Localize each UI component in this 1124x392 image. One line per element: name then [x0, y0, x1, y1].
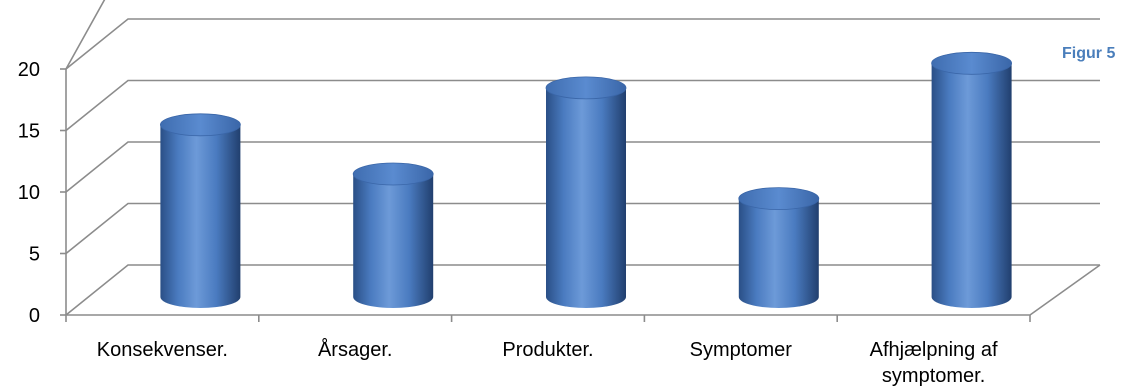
bars: [159, 51, 1012, 309]
gridline: [65, 18, 1100, 70]
bar-body: [931, 63, 1012, 308]
gridline-top: [65, 0, 106, 70]
bar-body: [738, 198, 819, 308]
axes: [60, 68, 1101, 322]
bar: [545, 76, 627, 309]
bar-top: [352, 162, 434, 186]
bar: [352, 162, 434, 308]
y-tick-label: 0: [29, 305, 40, 327]
bar: [738, 187, 820, 308]
x-tick-label: Produkter.: [502, 339, 593, 361]
bar: [931, 51, 1012, 308]
x-tick-label: Årsager.: [318, 338, 392, 361]
bar-body: [353, 174, 434, 308]
y-tick-label: 20: [18, 59, 40, 81]
bar-body: [546, 87, 626, 309]
bar-top: [159, 113, 241, 137]
bar-body: [160, 124, 241, 308]
x-tick-label: Afhjælpning af symptomer.: [870, 339, 998, 387]
x-tick-label: Konsekvenser.: [97, 339, 228, 361]
gridline: [65, 79, 1100, 132]
y-tick-labels: 0 5 10 15 20: [18, 59, 40, 327]
bar-top: [931, 51, 1012, 75]
bar-top: [545, 76, 627, 100]
bar-top: [738, 187, 820, 211]
y-tick-label: 15: [18, 121, 40, 143]
x-tick-label: Symptomer: [690, 339, 793, 361]
y-tick-label: 10: [18, 182, 40, 204]
x-tick-labels: Konsekvenser. Årsager. Produkter. Symptomer…: [97, 338, 998, 387]
gridline: [65, 141, 1100, 193]
figure-label: Figur 5: [1062, 45, 1115, 62]
y-tick-label: 5: [29, 244, 40, 266]
bar: [159, 113, 241, 308]
